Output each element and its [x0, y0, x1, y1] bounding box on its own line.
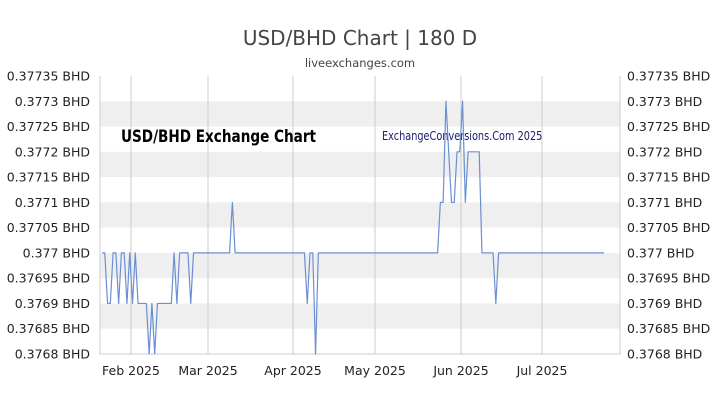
x-axis: Feb 2025 Mar 2025 Apr 2025 May 2025 Jun 2025… — [102, 363, 567, 378]
y-tick-label-left: 0.37695 BHD — [7, 271, 90, 286]
y-tick-label-right: 0.3772 BHD — [627, 144, 702, 159]
y-axis-right: 0.37735 BHD 0.3773 BHD 0.37725 BHD 0.3772 B… — [627, 69, 710, 362]
y-tick-label-left: 0.3769 BHD — [15, 296, 90, 311]
y-tick-label-right: 0.37705 BHD — [627, 220, 710, 235]
y-tick-label-right: 0.37715 BHD — [627, 170, 710, 185]
y-tick-label-right: 0.37695 BHD — [627, 271, 710, 286]
chart-subtitle: liveexchanges.com — [304, 56, 416, 70]
y-tick-label-left: 0.3772 BHD — [15, 144, 90, 159]
x-tick-label: Feb 2025 — [102, 363, 160, 378]
watermark-right: ExchangeConversions.Com 2025 — [382, 129, 542, 143]
y-tick-label-right: 0.3768 BHD — [627, 347, 702, 362]
y-axis-left: 0.37735 BHD 0.3773 BHD 0.37725 BHD 0.3772 B… — [7, 69, 90, 362]
y-tick-label-right: 0.3773 BHD — [627, 94, 702, 109]
y-tick-label-right: 0.3771 BHD — [627, 195, 702, 210]
y-tick-label-right: 0.37725 BHD — [627, 119, 710, 134]
x-tick-label: Apr 2025 — [264, 363, 321, 378]
x-tick-label: Jul 2025 — [516, 363, 568, 378]
y-tick-label-left: 0.37725 BHD — [7, 119, 90, 134]
y-tick-label-left: 0.3771 BHD — [15, 195, 90, 210]
x-tick-label: May 2025 — [344, 363, 406, 378]
x-tick-label: Jun 2025 — [432, 363, 488, 378]
chart-title: USD/BHD Chart | 180 D — [242, 26, 478, 50]
y-tick-label-left: 0.377 BHD — [23, 245, 90, 260]
y-tick-label-left: 0.3768 BHD — [15, 347, 90, 362]
y-tick-label-left: 0.37715 BHD — [7, 170, 90, 185]
y-tick-label-left: 0.37735 BHD — [7, 69, 90, 84]
plot-band — [100, 101, 620, 127]
plot-band — [100, 252, 620, 279]
x-tick-label: Mar 2025 — [178, 363, 237, 378]
plot-band — [100, 303, 620, 329]
plot-bands — [100, 101, 620, 329]
vertical-gridlines — [130, 76, 543, 354]
watermark-left: USD/BHD Exchange Chart — [121, 127, 316, 147]
series-line-group — [102, 100, 604, 355]
y-tick-label-left: 0.37685 BHD — [7, 321, 90, 336]
y-tick-label-right: 0.37735 BHD — [627, 69, 710, 84]
plot-band — [100, 202, 620, 228]
series-line — [102, 100, 604, 355]
plot-frame — [99, 76, 621, 355]
y-tick-label-right: 0.3769 BHD — [627, 296, 702, 311]
y-tick-label-left: 0.3773 BHD — [15, 94, 90, 109]
y-tick-label-right: 0.377 BHD — [627, 245, 694, 260]
plot-band — [100, 151, 620, 178]
y-tick-label-right: 0.37685 BHD — [627, 321, 710, 336]
y-tick-label-left: 0.37705 BHD — [7, 220, 90, 235]
